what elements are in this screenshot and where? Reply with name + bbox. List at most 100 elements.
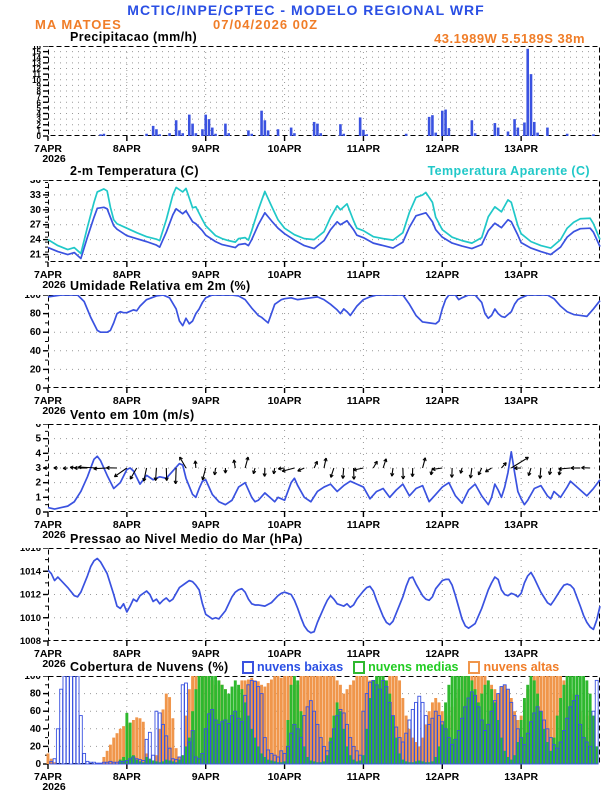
station-name: MA MATOES bbox=[35, 17, 122, 32]
svg-text:9: 9 bbox=[37, 81, 42, 90]
svg-text:2026: 2026 bbox=[42, 279, 66, 290]
svg-text:9APR: 9APR bbox=[192, 648, 220, 660]
svg-text:100: 100 bbox=[24, 295, 41, 301]
svg-text:0: 0 bbox=[37, 132, 42, 141]
svg-text:13APR: 13APR bbox=[504, 143, 538, 155]
svg-text:13APR: 13APR bbox=[504, 269, 538, 281]
svg-text:33: 33 bbox=[30, 190, 42, 201]
mid-clouds-swatch-icon bbox=[353, 660, 366, 674]
svg-text:8: 8 bbox=[37, 87, 42, 96]
svg-text:40: 40 bbox=[30, 724, 42, 735]
svg-text:2026: 2026 bbox=[42, 781, 66, 792]
svg-text:60: 60 bbox=[30, 327, 42, 338]
svg-text:8APR: 8APR bbox=[113, 771, 141, 783]
svg-text:80: 80 bbox=[30, 689, 42, 700]
svg-text:13APR: 13APR bbox=[504, 648, 538, 660]
svg-text:13APR: 13APR bbox=[504, 519, 538, 531]
svg-text:8APR: 8APR bbox=[113, 395, 141, 407]
svg-text:8APR: 8APR bbox=[113, 648, 141, 660]
svg-text:12APR: 12APR bbox=[425, 648, 459, 660]
svg-text:12APR: 12APR bbox=[425, 771, 459, 783]
svg-text:1010: 1010 bbox=[20, 613, 41, 624]
svg-text:36: 36 bbox=[30, 180, 42, 186]
svg-text:2026: 2026 bbox=[42, 529, 66, 540]
low-clouds-swatch-icon bbox=[242, 660, 254, 674]
legend-label-mid-clouds: nuvens medias bbox=[368, 660, 459, 674]
svg-text:80: 80 bbox=[30, 309, 42, 320]
series-Temperatura-Aparente-(C) bbox=[47, 186, 601, 255]
svg-text:10APR: 10APR bbox=[268, 395, 302, 407]
svg-text:1: 1 bbox=[35, 492, 41, 503]
svg-text:10: 10 bbox=[32, 76, 41, 85]
station-coordinates: 43.1989W 5.5189S 38m bbox=[434, 31, 585, 46]
wind-direction-arrows bbox=[43, 456, 591, 485]
svg-text:10APR: 10APR bbox=[268, 269, 302, 281]
svg-text:7APR: 7APR bbox=[34, 395, 62, 407]
svg-text:40: 40 bbox=[30, 346, 42, 357]
cloud-legend: nuvens baixas nuvens medias nuvens altas bbox=[242, 660, 559, 674]
svg-text:12: 12 bbox=[32, 65, 41, 74]
panel-title-wind: Vento em 10m (m/s) bbox=[70, 408, 195, 422]
series-precipitacao bbox=[99, 48, 595, 136]
svg-text:4: 4 bbox=[37, 110, 42, 119]
svg-text:11APR: 11APR bbox=[347, 648, 381, 660]
svg-text:24: 24 bbox=[30, 235, 42, 246]
legend-item-mid-clouds: nuvens medias bbox=[353, 660, 458, 674]
svg-text:2026: 2026 bbox=[42, 658, 66, 669]
series-pressao-ao-nivel-do-mar bbox=[47, 557, 601, 634]
svg-text:2: 2 bbox=[35, 478, 41, 489]
svg-text:2026: 2026 bbox=[42, 153, 66, 164]
legend-item-low-clouds: nuvens baixas bbox=[242, 660, 343, 674]
svg-text:13APR: 13APR bbox=[504, 395, 538, 407]
svg-text:1008: 1008 bbox=[20, 636, 41, 647]
svg-text:7APR: 7APR bbox=[34, 771, 62, 783]
svg-text:8APR: 8APR bbox=[113, 519, 141, 531]
series-umidade-relativa bbox=[47, 295, 601, 334]
svg-text:9APR: 9APR bbox=[192, 143, 220, 155]
svg-text:9APR: 9APR bbox=[192, 269, 220, 281]
svg-text:12APR: 12APR bbox=[425, 269, 459, 281]
svg-text:1016: 1016 bbox=[20, 548, 41, 554]
svg-text:14: 14 bbox=[32, 53, 41, 62]
svg-text:12APR: 12APR bbox=[425, 519, 459, 531]
svg-text:8APR: 8APR bbox=[113, 269, 141, 281]
svg-text:1012: 1012 bbox=[20, 590, 41, 601]
svg-text:7: 7 bbox=[37, 93, 42, 102]
legend-label-low-clouds: nuvens baixas bbox=[257, 660, 344, 674]
svg-text:8APR: 8APR bbox=[113, 143, 141, 155]
svg-text:20: 20 bbox=[30, 741, 42, 752]
svg-text:6: 6 bbox=[37, 98, 42, 107]
svg-text:30: 30 bbox=[30, 205, 42, 216]
panel-title-temperature: 2-m Temperatura (C) bbox=[70, 164, 199, 178]
svg-text:6: 6 bbox=[35, 424, 41, 430]
panel-title-clouds: Cobertura de Nuvens (%) bbox=[70, 660, 229, 674]
panel-title-precipitation: Precipitacao (mm/h) bbox=[70, 30, 198, 44]
svg-text:16: 16 bbox=[32, 46, 41, 51]
svg-text:13APR: 13APR bbox=[504, 771, 538, 783]
svg-text:100: 100 bbox=[24, 676, 41, 682]
svg-text:10APR: 10APR bbox=[268, 771, 302, 783]
precipitacao-grid bbox=[48, 46, 600, 136]
svg-text:5: 5 bbox=[35, 434, 41, 445]
panel-title-humidity: Umidade Relativa em 2m (%) bbox=[70, 279, 251, 293]
svg-text:20: 20 bbox=[30, 364, 42, 375]
svg-text:1: 1 bbox=[37, 126, 42, 135]
svg-text:5: 5 bbox=[37, 104, 42, 113]
panel-title-apparent-temperature: Temperatura Aparente (C) bbox=[427, 164, 590, 178]
svg-text:21: 21 bbox=[30, 250, 42, 261]
model-run-datetime: 07/04/2026 00Z bbox=[213, 17, 319, 32]
high-clouds-swatch-icon bbox=[468, 660, 481, 674]
svg-text:60: 60 bbox=[30, 706, 42, 717]
svg-text:7APR: 7APR bbox=[34, 648, 62, 660]
svg-text:11APR: 11APR bbox=[347, 395, 381, 407]
svg-text:7APR: 7APR bbox=[34, 143, 62, 155]
series-nuvens-baixas bbox=[49, 676, 599, 765]
svg-text:0: 0 bbox=[35, 383, 41, 394]
svg-text:4: 4 bbox=[35, 448, 41, 459]
svg-text:11: 11 bbox=[33, 70, 42, 79]
